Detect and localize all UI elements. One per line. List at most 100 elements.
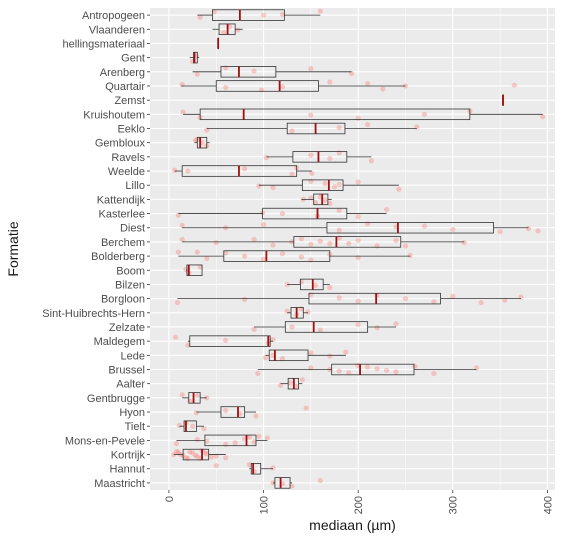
data-point: [407, 252, 413, 258]
x-tick-label: 100: [258, 496, 270, 514]
data-point: [251, 68, 257, 74]
data-point: [327, 79, 333, 85]
box: [268, 349, 309, 362]
data-point: [213, 462, 219, 469]
y-tick-label: Maldegem: [94, 336, 145, 348]
data-point: [242, 253, 248, 259]
data-point: [173, 440, 180, 447]
data-point: [223, 407, 229, 414]
y-tick-label: Kattendijk: [97, 194, 146, 206]
data-point: [223, 84, 229, 91]
y-tick-label: Arenberg: [100, 67, 145, 79]
data-point: [175, 449, 181, 455]
y-tick-label: Mons-en-Pevele: [65, 435, 145, 447]
data-point: [336, 295, 342, 301]
data-point: [402, 243, 409, 249]
data-point: [289, 324, 295, 330]
data-point: [355, 179, 361, 185]
data-point: [298, 254, 305, 260]
panel-background: [150, 8, 555, 490]
x-axis: 0 100 200 300 400: [164, 490, 554, 514]
data-point: [260, 256, 267, 262]
y-tick-label: Kortrijk: [111, 450, 146, 462]
data-point: [192, 452, 199, 458]
y-tick-label: Gembloux: [95, 138, 146, 150]
data-point: [327, 155, 333, 162]
data-point: [289, 128, 295, 134]
box: [292, 151, 348, 163]
x-tick-label: 300: [448, 496, 460, 514]
y-tick-label: Hyon: [119, 407, 145, 419]
data-point: [223, 65, 229, 71]
data-point: [322, 181, 328, 187]
box: [212, 9, 285, 21]
data-point: [355, 237, 361, 243]
data-point: [176, 422, 182, 429]
data-point: [242, 296, 248, 303]
data-point: [262, 355, 269, 361]
box: [313, 193, 329, 206]
data-point: [179, 236, 185, 243]
data-point: [322, 197, 328, 203]
data-point: [309, 170, 315, 177]
data-point: [365, 221, 371, 227]
data-point: [299, 377, 305, 383]
y-tick-label: Hannut: [110, 464, 145, 476]
data-point: [208, 454, 215, 460]
data-point: [478, 299, 484, 306]
data-point: [374, 243, 380, 249]
data-point: [204, 451, 210, 457]
data-point: [368, 158, 375, 164]
data-point: [189, 450, 196, 456]
box: [308, 292, 441, 305]
data-point: [223, 337, 229, 343]
data-point: [289, 171, 295, 177]
data-point: [260, 221, 267, 228]
data-point: [263, 155, 269, 161]
data-point: [355, 115, 361, 121]
data-point: [259, 87, 265, 93]
y-tick-label: Sint-Huibrechts-Hern: [42, 308, 145, 320]
data-point: [331, 184, 338, 190]
data-point: [308, 241, 314, 247]
data-point: [289, 483, 295, 489]
data-point: [179, 222, 185, 228]
data-point: [317, 327, 323, 333]
data-point: [211, 9, 217, 15]
data-point: [305, 309, 311, 315]
data-point: [251, 326, 257, 332]
data-point: [174, 299, 181, 306]
data-point: [192, 137, 199, 143]
data-point: [317, 477, 323, 484]
y-tick-label: Lede: [121, 350, 145, 362]
box: [262, 207, 348, 220]
data-point: [172, 167, 178, 173]
data-point: [396, 186, 402, 192]
x-axis-title: mediaan (µm): [309, 517, 396, 533]
data-point: [183, 455, 189, 461]
y-tick-label: Gent: [121, 53, 145, 65]
data-point: [173, 448, 180, 454]
data-point: [256, 183, 262, 189]
data-point: [336, 150, 342, 156]
minor-gridlines: [215, 8, 501, 490]
box: [326, 222, 494, 234]
y-tick-label: Kasterlee: [99, 209, 145, 221]
y-tick-label: Boom: [116, 265, 145, 277]
data-point: [279, 11, 286, 17]
data-point: [256, 433, 262, 440]
box: [220, 406, 246, 418]
data-point: [317, 8, 323, 14]
data-point: [431, 299, 437, 305]
data-point: [180, 109, 186, 115]
data-point: [264, 435, 270, 441]
data-point: [298, 279, 305, 285]
data-point: [193, 410, 199, 416]
data-point: [201, 425, 207, 432]
y-tick-label: Diest: [120, 223, 145, 235]
data-point: [511, 82, 517, 88]
box: [188, 392, 201, 404]
data-point: [194, 453, 200, 459]
y-axis: Antropogeen Vlaanderen hellingsmateriaal Ge…: [42, 10, 150, 490]
y-tick-label: Maastricht: [94, 478, 145, 490]
